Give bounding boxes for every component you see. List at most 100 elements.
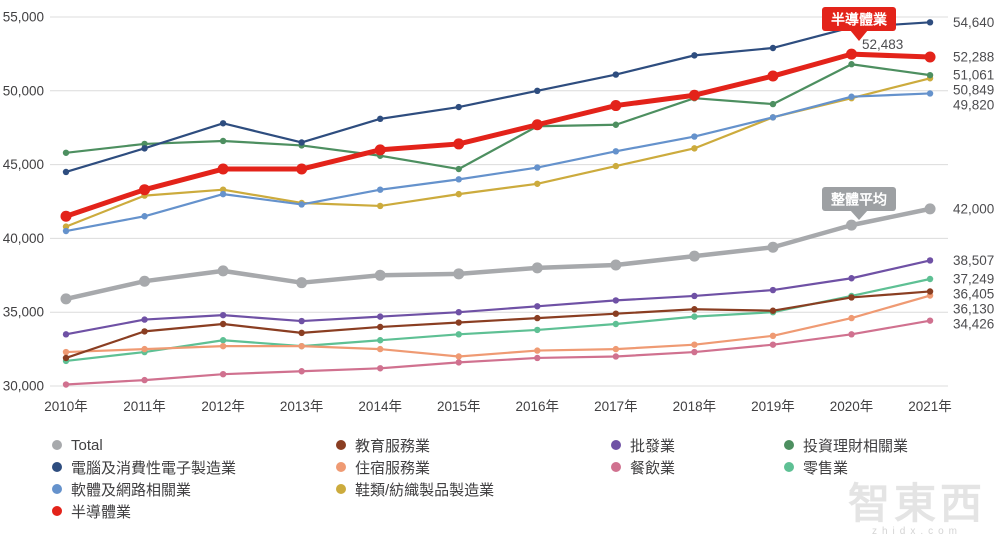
series-point [62, 348, 70, 356]
series-point [298, 368, 305, 375]
series-point [217, 163, 229, 175]
series-point [848, 93, 855, 100]
series-point [453, 138, 465, 150]
legend-dot-icon [336, 440, 346, 450]
series-point [691, 133, 698, 140]
legend-item: 軟體及網路相關業 [52, 478, 236, 500]
series-point [141, 376, 148, 384]
series-point [298, 342, 305, 350]
series-point [377, 202, 384, 210]
series-point [455, 319, 462, 326]
series-point [219, 186, 227, 193]
series-point [769, 100, 777, 108]
series-point [691, 313, 698, 320]
series-point [926, 71, 934, 79]
series-point [141, 316, 148, 323]
series-point [141, 140, 148, 148]
series-line-10 [65, 51, 931, 219]
series-point [769, 114, 777, 121]
series-point [377, 115, 384, 123]
series-line-5 [65, 77, 931, 228]
series-point [455, 176, 462, 183]
series-point [848, 61, 855, 68]
semiconductor-callout-text: 半導體業 [831, 12, 888, 28]
series-point [769, 286, 777, 294]
semiconductor-peak-label: 52,483 [862, 37, 903, 52]
end-value-label: 51,061 [953, 68, 994, 83]
series-point [926, 19, 934, 26]
average-callout-badge [822, 187, 896, 211]
x-axis-tick-label: 2011年 [123, 399, 166, 414]
series-point [374, 144, 386, 156]
legend-item: 餐飲業 [611, 456, 675, 478]
series-point [377, 365, 384, 372]
x-axis-tick-label: 2019年 [751, 399, 795, 414]
series-point [691, 145, 698, 152]
series-point [62, 227, 70, 235]
series-point [219, 311, 227, 319]
legend-item: 教育服務業 [336, 434, 494, 456]
legend-item: 半導體業 [52, 500, 236, 522]
series-point [848, 314, 855, 322]
series-point [141, 145, 148, 152]
legend-column-3: 投資理財相關業 零售業 [784, 434, 908, 478]
series-point [691, 348, 698, 356]
series-point [455, 103, 462, 111]
series-line-7 [65, 63, 931, 171]
series-point [926, 317, 934, 324]
end-value-label: 49,820 [953, 98, 994, 113]
legend-column-2: 批發業 餐飲業 [611, 434, 675, 478]
series-point [767, 70, 779, 82]
x-axis-tick-label: 2010年 [44, 399, 88, 414]
series-point [298, 329, 305, 337]
legend-dot-icon [52, 440, 62, 450]
series-point [688, 89, 700, 101]
series-line-1 [65, 319, 931, 386]
series-point [848, 294, 855, 301]
legend-label: 零售業 [803, 459, 849, 477]
series-point [455, 353, 462, 360]
legend-item: 住宿服務業 [336, 456, 494, 478]
series-point [219, 120, 227, 127]
semiconductor-callout-pointer [850, 30, 868, 41]
average-callout-text: 整體平均 [830, 192, 887, 208]
y-axis-tick-label: 30,000 [3, 379, 44, 394]
series-point [219, 337, 227, 344]
series-point [769, 332, 777, 340]
series-point [455, 165, 462, 173]
series-point [534, 326, 541, 334]
end-value-label: 42,000 [953, 201, 994, 216]
series-point [691, 341, 698, 348]
series-point [610, 100, 622, 112]
series-point [691, 52, 698, 59]
series-point [60, 293, 72, 305]
series-line-4 [65, 259, 931, 336]
x-axis-tick-label: 2012年 [201, 399, 245, 414]
series-point [455, 359, 462, 366]
series-point [534, 354, 541, 362]
legend-label: 鞋類/紡織製品製造業 [355, 481, 495, 499]
series-point [534, 303, 541, 310]
legend-label: Total [71, 436, 103, 454]
series-point [767, 241, 779, 253]
series-point [612, 345, 620, 353]
legend-dot-icon [336, 484, 346, 494]
legend-dot-icon [52, 506, 62, 516]
series-point [926, 288, 934, 295]
x-axis-tick-label: 2016年 [516, 399, 560, 414]
series-point [298, 317, 305, 325]
series-line-3 [65, 290, 931, 359]
legend-item: 電腦及消費性電子製造業 [52, 456, 236, 478]
series-point [296, 277, 308, 289]
series-point [612, 71, 620, 78]
end-value-label: 37,249 [953, 272, 994, 287]
series-point [848, 331, 855, 338]
end-value-label: 34,426 [953, 317, 994, 332]
series-point [612, 320, 620, 328]
series-point [691, 292, 698, 300]
series-point [769, 44, 777, 52]
legend-label: 住宿服務業 [355, 459, 431, 477]
series-point [377, 337, 384, 344]
series-point [377, 186, 384, 193]
